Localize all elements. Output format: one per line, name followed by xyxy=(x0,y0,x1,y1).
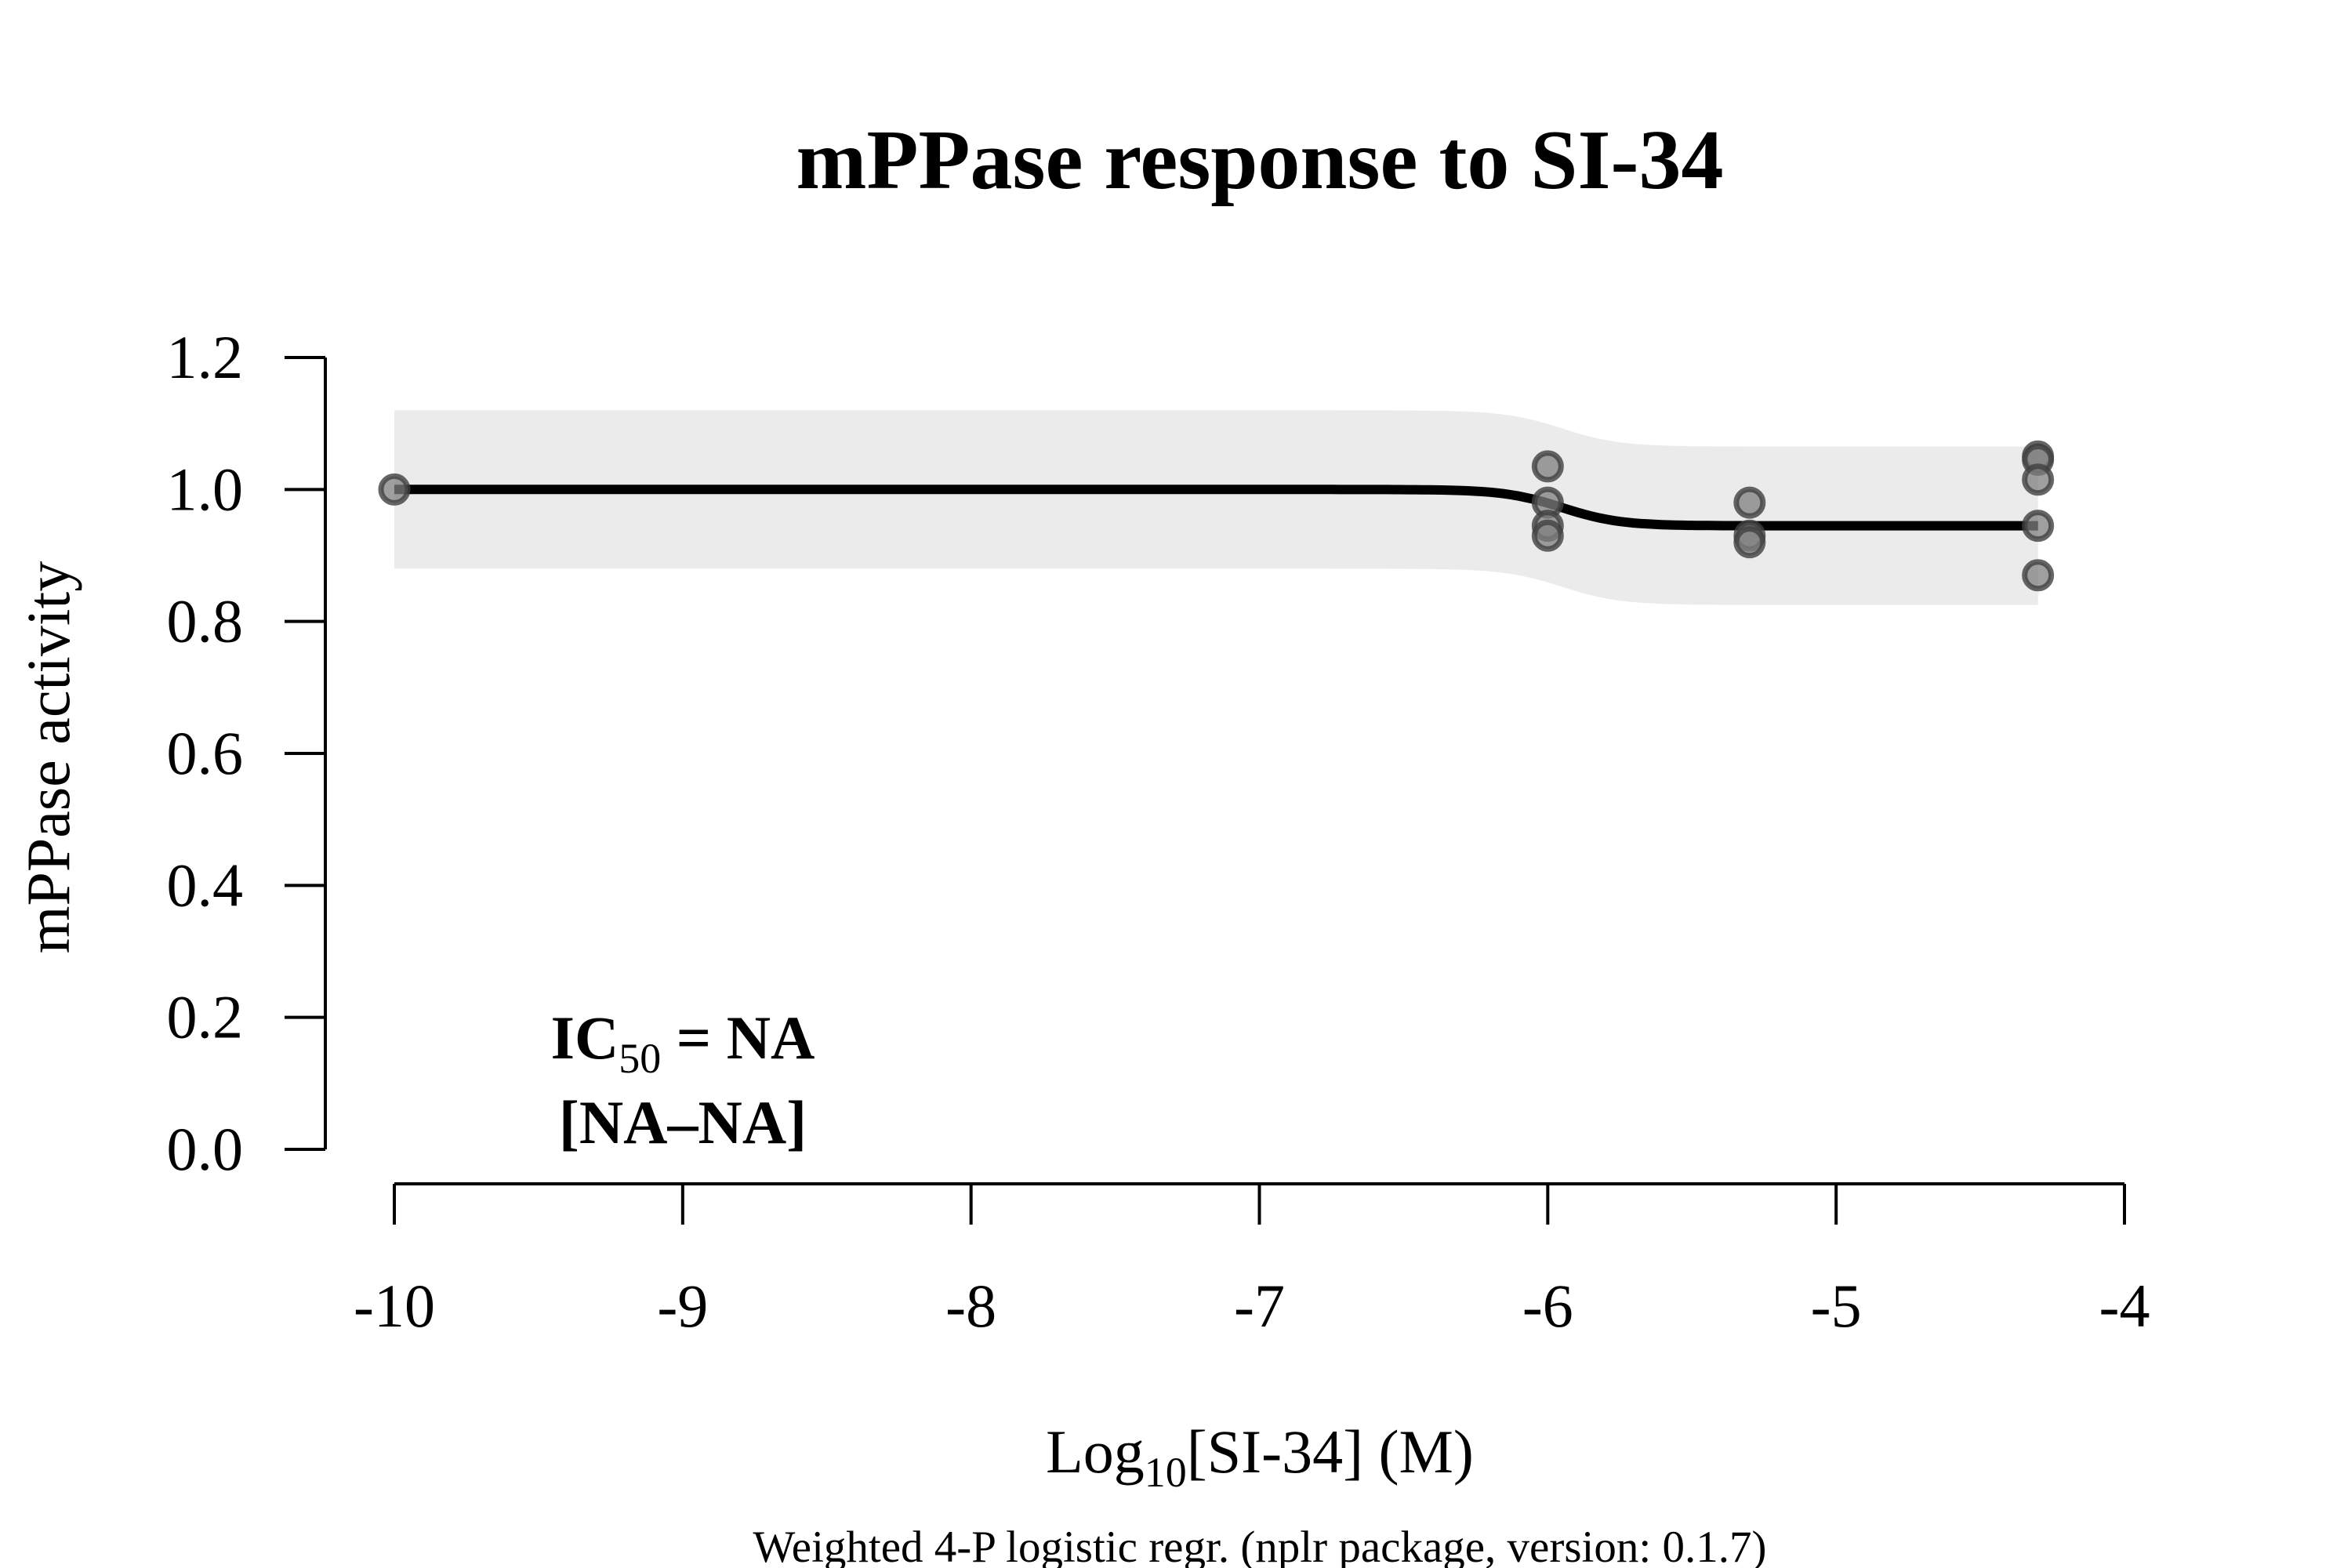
data-point xyxy=(1531,450,1564,483)
x-tick-label: -9 xyxy=(657,1272,708,1340)
fit-curve xyxy=(394,485,2038,531)
x-tick-label: -4 xyxy=(2099,1272,2150,1340)
y-tick-label: 0.4 xyxy=(167,851,244,919)
data-points-layer xyxy=(378,440,2055,592)
y-axis: 0.0 0.2 0.4 0.6 0.8 1.0 1.2 xyxy=(167,323,327,1183)
data-point xyxy=(2022,559,2055,592)
ic50-subscript: 50 xyxy=(619,1035,661,1082)
ic50-prefix: IC xyxy=(551,1004,619,1072)
x-axis-label-suffix: [SI-34] (M) xyxy=(1187,1417,1474,1486)
y-tick-label: 0.8 xyxy=(167,587,244,655)
data-point xyxy=(2022,510,2055,543)
fit-curve-layer xyxy=(394,485,2038,531)
footnote: Weighted 4-P logistic regr. (nplr packag… xyxy=(753,1523,1767,1568)
chart-title: mPPase response to SI-34 xyxy=(796,114,1724,207)
y-axis-label: mPPase activity xyxy=(14,561,82,953)
x-axis: -10 -9 -8 -7 -6 -5 -4 xyxy=(354,1182,2150,1340)
x-axis-label: Log10[SI-34] (M) xyxy=(1046,1417,1474,1496)
confidence-band-layer xyxy=(394,410,2038,605)
ic50-value: = NA xyxy=(661,1004,815,1072)
x-tick-label: -6 xyxy=(1522,1272,1573,1340)
x-axis-label-prefix: Log xyxy=(1046,1417,1145,1486)
data-point xyxy=(1733,486,1766,519)
ic50-interval: [NA–NA] xyxy=(559,1088,807,1156)
y-tick-label: 0.0 xyxy=(167,1115,244,1183)
x-tick-label: -10 xyxy=(354,1272,435,1340)
x-tick-label: -8 xyxy=(945,1272,996,1340)
y-tick-label: 0.6 xyxy=(167,719,244,787)
ic50-annotation: IC50 = NA xyxy=(551,1004,815,1082)
y-tick-label: 1.2 xyxy=(167,323,244,391)
x-tick-label: -5 xyxy=(1811,1272,1862,1340)
data-point xyxy=(1733,526,1766,559)
x-tick-label: -7 xyxy=(1234,1272,1285,1340)
y-tick-label: 1.0 xyxy=(167,455,244,523)
confidence-band xyxy=(394,410,2038,605)
x-axis-label-subscript: 10 xyxy=(1145,1449,1187,1496)
y-tick-label: 0.2 xyxy=(167,983,244,1051)
data-point xyxy=(2022,463,2055,496)
data-point xyxy=(1531,519,1564,552)
data-point xyxy=(378,473,411,506)
